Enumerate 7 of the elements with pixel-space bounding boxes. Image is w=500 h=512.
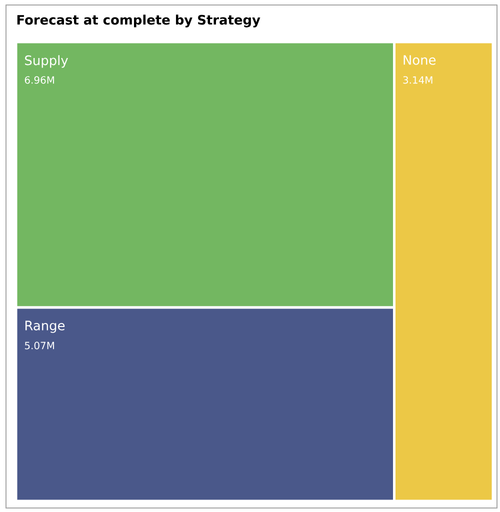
data-label: 6.96M — [24, 76, 54, 84]
data-label: 5.07M — [24, 342, 54, 350]
data-label: 3.14M — [403, 76, 432, 84]
category-label: Supply — [25, 55, 68, 68]
category-label: Range — [25, 320, 65, 333]
text: Forecast at complete by Strategy — [17, 14, 260, 28]
category-label: None — [404, 55, 436, 65]
